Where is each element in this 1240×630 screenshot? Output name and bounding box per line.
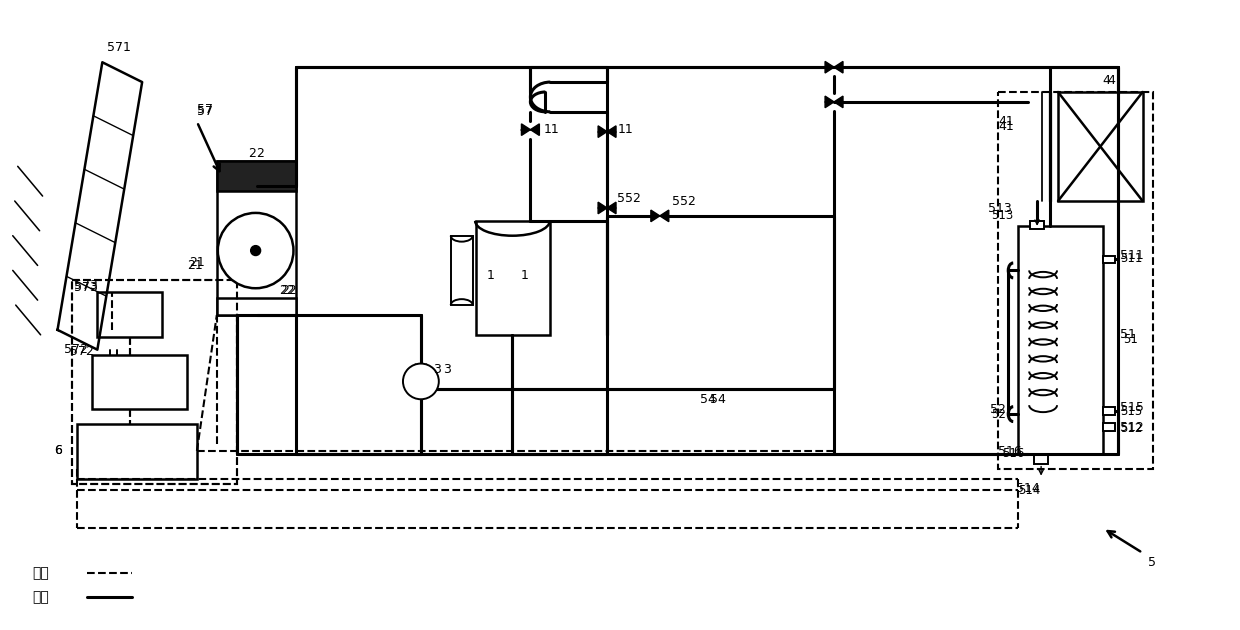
- Text: 571: 571: [108, 41, 131, 54]
- Text: 52: 52: [991, 408, 1006, 421]
- Text: 52: 52: [991, 403, 1006, 416]
- Polygon shape: [598, 126, 608, 137]
- Text: 511: 511: [1120, 249, 1143, 262]
- Text: 513: 513: [991, 209, 1013, 222]
- Text: 57: 57: [197, 105, 213, 118]
- Text: 572: 572: [64, 343, 88, 356]
- Text: 51: 51: [1120, 328, 1136, 341]
- Polygon shape: [531, 124, 539, 135]
- Text: 2: 2: [248, 147, 255, 160]
- Text: 11: 11: [543, 123, 559, 136]
- Bar: [72, 280, 237, 483]
- Bar: [1018, 226, 1102, 454]
- Bar: [1102, 423, 1115, 431]
- Polygon shape: [825, 61, 835, 73]
- Text: 51: 51: [1122, 333, 1137, 347]
- Polygon shape: [651, 210, 660, 222]
- Text: 515: 515: [1120, 401, 1143, 414]
- Polygon shape: [608, 126, 616, 137]
- Text: 22: 22: [279, 284, 295, 297]
- Text: 6: 6: [55, 444, 62, 457]
- Text: 511: 511: [1120, 252, 1142, 265]
- Text: 11: 11: [618, 123, 634, 136]
- Text: 552: 552: [618, 192, 641, 205]
- Text: 57: 57: [197, 103, 213, 117]
- Bar: [1034, 454, 1048, 464]
- Text: 512: 512: [1120, 423, 1142, 435]
- Circle shape: [250, 246, 260, 256]
- Polygon shape: [835, 96, 843, 108]
- Bar: [1102, 407, 1115, 415]
- Bar: [92, 355, 187, 409]
- Text: 5: 5: [1148, 556, 1156, 570]
- Text: 514: 514: [1018, 484, 1040, 497]
- Text: 21: 21: [187, 259, 202, 272]
- Text: 573: 573: [74, 278, 98, 292]
- Bar: [217, 161, 296, 315]
- Bar: [72, 280, 237, 483]
- Text: 3: 3: [443, 363, 450, 376]
- Text: 41: 41: [998, 115, 1014, 129]
- Bar: [1030, 221, 1044, 229]
- Text: 1: 1: [486, 269, 495, 282]
- Text: 514: 514: [1017, 482, 1040, 495]
- Bar: [217, 298, 296, 315]
- Text: 4: 4: [1102, 74, 1111, 86]
- Text: 2: 2: [255, 147, 264, 160]
- Text: 515: 515: [1120, 404, 1142, 418]
- Polygon shape: [825, 96, 835, 108]
- Text: 4: 4: [1107, 74, 1116, 86]
- Text: 552: 552: [672, 195, 696, 207]
- Text: 516: 516: [998, 445, 1022, 458]
- Text: 6: 6: [55, 444, 62, 457]
- Polygon shape: [835, 61, 843, 73]
- Circle shape: [218, 213, 294, 289]
- Polygon shape: [598, 202, 608, 214]
- Polygon shape: [522, 124, 531, 135]
- Circle shape: [403, 364, 439, 399]
- Text: 54: 54: [699, 392, 715, 406]
- Bar: [476, 221, 551, 335]
- Bar: [1102, 256, 1115, 263]
- Text: 54: 54: [709, 392, 725, 406]
- Text: 21: 21: [188, 256, 205, 269]
- Text: 516: 516: [1002, 447, 1024, 461]
- Text: 1: 1: [521, 269, 528, 282]
- Bar: [98, 292, 162, 337]
- Bar: [1058, 92, 1142, 201]
- Text: 573: 573: [74, 281, 98, 294]
- Text: 22: 22: [281, 284, 298, 297]
- Text: 3: 3: [433, 363, 440, 376]
- Text: 冷媒: 冷媒: [32, 590, 50, 605]
- Text: 572: 572: [71, 345, 94, 358]
- Text: 控制: 控制: [32, 566, 50, 580]
- Bar: [77, 424, 197, 479]
- Polygon shape: [608, 202, 616, 214]
- Bar: [451, 236, 472, 305]
- Bar: [998, 92, 1153, 469]
- Text: 512: 512: [1120, 420, 1143, 433]
- Text: 513: 513: [988, 202, 1012, 215]
- Bar: [217, 161, 296, 191]
- Text: 41: 41: [998, 120, 1014, 133]
- Polygon shape: [660, 210, 668, 222]
